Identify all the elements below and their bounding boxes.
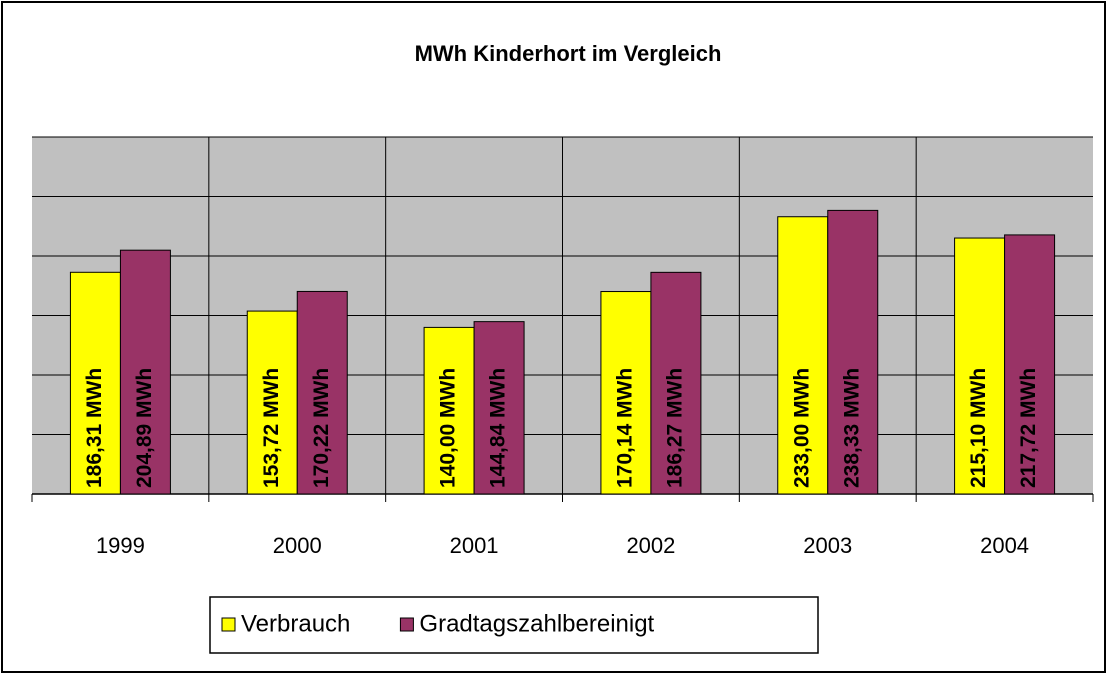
bar [954, 237, 1006, 495]
bar [246, 310, 298, 495]
data-label: 186,31 MWh [83, 368, 106, 488]
legend-swatch [221, 617, 236, 632]
data-label: 215,10 MWh [967, 368, 990, 488]
data-label: 217,72 MWh [1017, 368, 1040, 488]
bar [777, 216, 829, 495]
bar [69, 271, 121, 495]
bar [600, 291, 652, 495]
grid [31, 136, 1094, 502]
legend-label: Verbrauch [241, 610, 350, 637]
data-label: 233,00 MWh [790, 368, 813, 488]
data-label: 186,27 MWh [663, 368, 686, 488]
data-label: 238,33 MWh [840, 368, 863, 488]
bars [69, 209, 1056, 495]
x-tick-label: 2001 [450, 533, 499, 558]
bar [473, 321, 525, 495]
bar [423, 326, 475, 495]
labels: 1999 186,31 MWh 204,89 MWh 2000 153,72 MWh 17… [83, 368, 1040, 558]
legend: Verbrauch Gradtagszahlbereinigt [221, 610, 655, 637]
bar [1004, 234, 1056, 495]
bar [296, 290, 348, 495]
legend-swatch [399, 617, 414, 632]
bar [650, 271, 702, 495]
data-label: 140,00 MWh [437, 368, 460, 488]
chart-title: MWh Kinderhort im Vergleich [415, 41, 722, 66]
x-tick-label: 2000 [273, 533, 322, 558]
bar [827, 209, 879, 495]
data-label: 170,22 MWh [310, 368, 333, 488]
x-tick-label: 2003 [803, 533, 852, 558]
x-tick-label: 1999 [96, 533, 145, 558]
x-tick-label: 2002 [626, 533, 675, 558]
data-label: 204,89 MWh [133, 368, 156, 488]
data-label: 153,72 MWh [260, 368, 283, 488]
legend-label: Gradtagszahlbereinigt [419, 610, 654, 637]
data-label: 170,14 MWh [613, 368, 636, 488]
bar [119, 249, 171, 495]
data-label: 144,84 MWh [487, 368, 510, 488]
legend-box [209, 596, 819, 654]
x-tick-label: 2004 [980, 533, 1029, 558]
